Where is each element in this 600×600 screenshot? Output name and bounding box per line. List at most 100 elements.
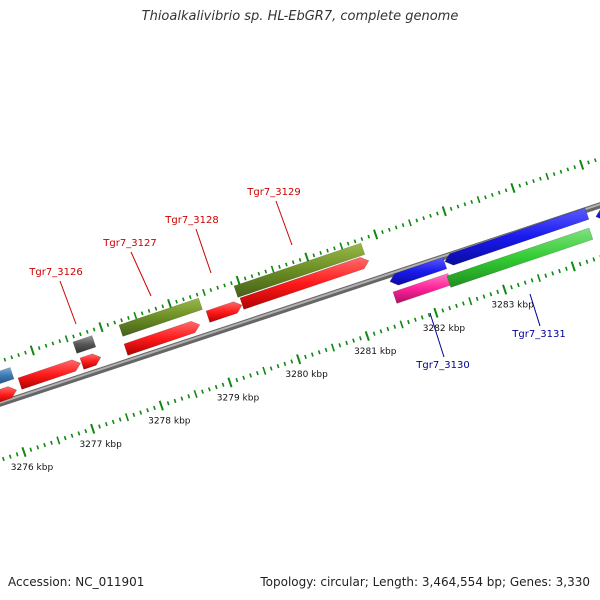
forward-tick bbox=[64, 335, 69, 343]
axis-minor-tick bbox=[104, 422, 108, 427]
axis-minor-tick bbox=[256, 370, 259, 376]
axis-minor-tick bbox=[269, 366, 273, 371]
axis-minor-tick bbox=[352, 338, 355, 343]
axis-minor-tick bbox=[201, 389, 204, 394]
gene-label: Tgr7_3128 bbox=[164, 215, 218, 226]
forward-tick bbox=[525, 181, 528, 186]
forward-tick bbox=[175, 299, 178, 304]
gene-label: Tgr7_3127 bbox=[102, 238, 156, 249]
axis-major-tick bbox=[158, 400, 164, 411]
axis-minor-tick bbox=[111, 419, 115, 424]
axis-major-tick bbox=[502, 284, 508, 295]
forward-tick bbox=[3, 357, 7, 362]
axis-major-tick bbox=[570, 261, 576, 272]
axis-minor-tick bbox=[43, 442, 46, 448]
gene-label-leader bbox=[59, 280, 77, 325]
forward-tick bbox=[250, 274, 254, 279]
forward-tick bbox=[195, 292, 199, 297]
forward-tick bbox=[264, 269, 268, 274]
axis-ticks bbox=[2, 255, 600, 462]
axis-minor-tick bbox=[98, 424, 101, 429]
gene-labels: Tgr7_3126 Tgr7_3127 Tgr7_3128 Tgr7_3129 Tgr7… bbox=[28, 187, 565, 371]
forward-tick bbox=[51, 341, 55, 346]
cds-reverse-feature bbox=[444, 207, 590, 266]
axis-major-tick bbox=[296, 354, 302, 365]
forward-tick bbox=[539, 176, 542, 181]
axis-minor-tick bbox=[379, 329, 383, 334]
axis-minor-tick bbox=[496, 289, 500, 295]
forward-tick bbox=[298, 257, 302, 262]
forward-tick bbox=[106, 322, 110, 327]
forward-tick bbox=[373, 229, 379, 240]
forward-tick bbox=[285, 262, 288, 267]
axis-minor-tick bbox=[420, 315, 424, 320]
axis-tick-label: 3281 kbp bbox=[354, 347, 397, 357]
forward-tick bbox=[79, 332, 82, 337]
axis-minor-tick bbox=[173, 398, 177, 404]
axis-minor-tick bbox=[56, 436, 61, 445]
gene-label-leader bbox=[130, 251, 152, 297]
forward-tick bbox=[429, 213, 432, 218]
forward-tick bbox=[58, 339, 62, 344]
gene-label-leader bbox=[529, 293, 541, 327]
forward-tick bbox=[333, 246, 336, 251]
axis-minor-tick bbox=[407, 319, 410, 325]
axis-minor-tick bbox=[235, 377, 239, 383]
axis-minor-tick bbox=[118, 417, 122, 422]
axis-minor-tick bbox=[283, 361, 287, 366]
topology-text: Topology: circular; Length: 3,464,554 bp… bbox=[260, 575, 590, 589]
rna-feature bbox=[233, 242, 366, 298]
forward-tick bbox=[278, 264, 281, 269]
axis-minor-tick bbox=[8, 454, 12, 459]
cds-forward-feature bbox=[239, 257, 370, 310]
gene-features bbox=[0, 207, 600, 403]
axis-minor-tick bbox=[70, 433, 74, 438]
axis-minor-tick bbox=[386, 326, 390, 332]
axis-minor-tick bbox=[221, 382, 225, 387]
axis-tick-label: 3277 kbp bbox=[79, 440, 122, 450]
axis-tick-label: 3280 kbp bbox=[285, 370, 328, 380]
forward-tick bbox=[24, 350, 27, 355]
axis-minor-tick bbox=[564, 266, 568, 271]
axis-minor-tick bbox=[304, 354, 307, 360]
axis-minor-tick bbox=[50, 440, 53, 445]
cds-forward-feature bbox=[17, 359, 81, 390]
axis-minor-tick bbox=[393, 324, 397, 329]
forward-tick bbox=[319, 250, 323, 255]
forward-tick bbox=[449, 206, 453, 211]
forward-tick bbox=[140, 311, 144, 316]
axis-minor-tick bbox=[276, 364, 280, 369]
forward-tick bbox=[44, 343, 48, 348]
forward-tick bbox=[367, 234, 371, 239]
forward-tick bbox=[37, 346, 41, 351]
axis-tick-label: 3282 kbp bbox=[423, 324, 466, 334]
forward-tick bbox=[72, 334, 75, 339]
forward-tick bbox=[510, 182, 516, 194]
axis-minor-tick bbox=[544, 273, 548, 278]
forward-tick bbox=[147, 308, 151, 313]
axis-minor-tick bbox=[338, 343, 342, 348]
forward-tick bbox=[579, 159, 585, 170]
forward-tick bbox=[463, 202, 467, 207]
map-title: Thioalkalivibrio sp. HL-EbGR7, complete … bbox=[141, 9, 459, 24]
forward-tick bbox=[587, 160, 590, 165]
forward-tick bbox=[422, 216, 426, 221]
forward-tick bbox=[484, 195, 487, 200]
axis-minor-tick bbox=[15, 452, 19, 457]
forward-tick bbox=[120, 318, 123, 323]
forward-tick bbox=[216, 285, 220, 290]
forward-tick bbox=[441, 206, 447, 217]
forward-tick bbox=[339, 242, 344, 250]
axis-minor-tick bbox=[324, 347, 328, 353]
axis-minor-tick bbox=[187, 394, 191, 399]
axis-minor-tick bbox=[482, 294, 486, 299]
forward-tick bbox=[353, 239, 357, 244]
axis-minor-tick bbox=[523, 280, 527, 285]
axis-major-tick bbox=[433, 307, 439, 318]
axis-minor-tick bbox=[262, 366, 267, 375]
forward-tick bbox=[436, 211, 439, 216]
forward-tick bbox=[401, 223, 405, 228]
axis-minor-tick bbox=[592, 257, 596, 262]
cds-reverse-feature bbox=[446, 227, 594, 288]
axis-minor-tick bbox=[317, 350, 321, 355]
